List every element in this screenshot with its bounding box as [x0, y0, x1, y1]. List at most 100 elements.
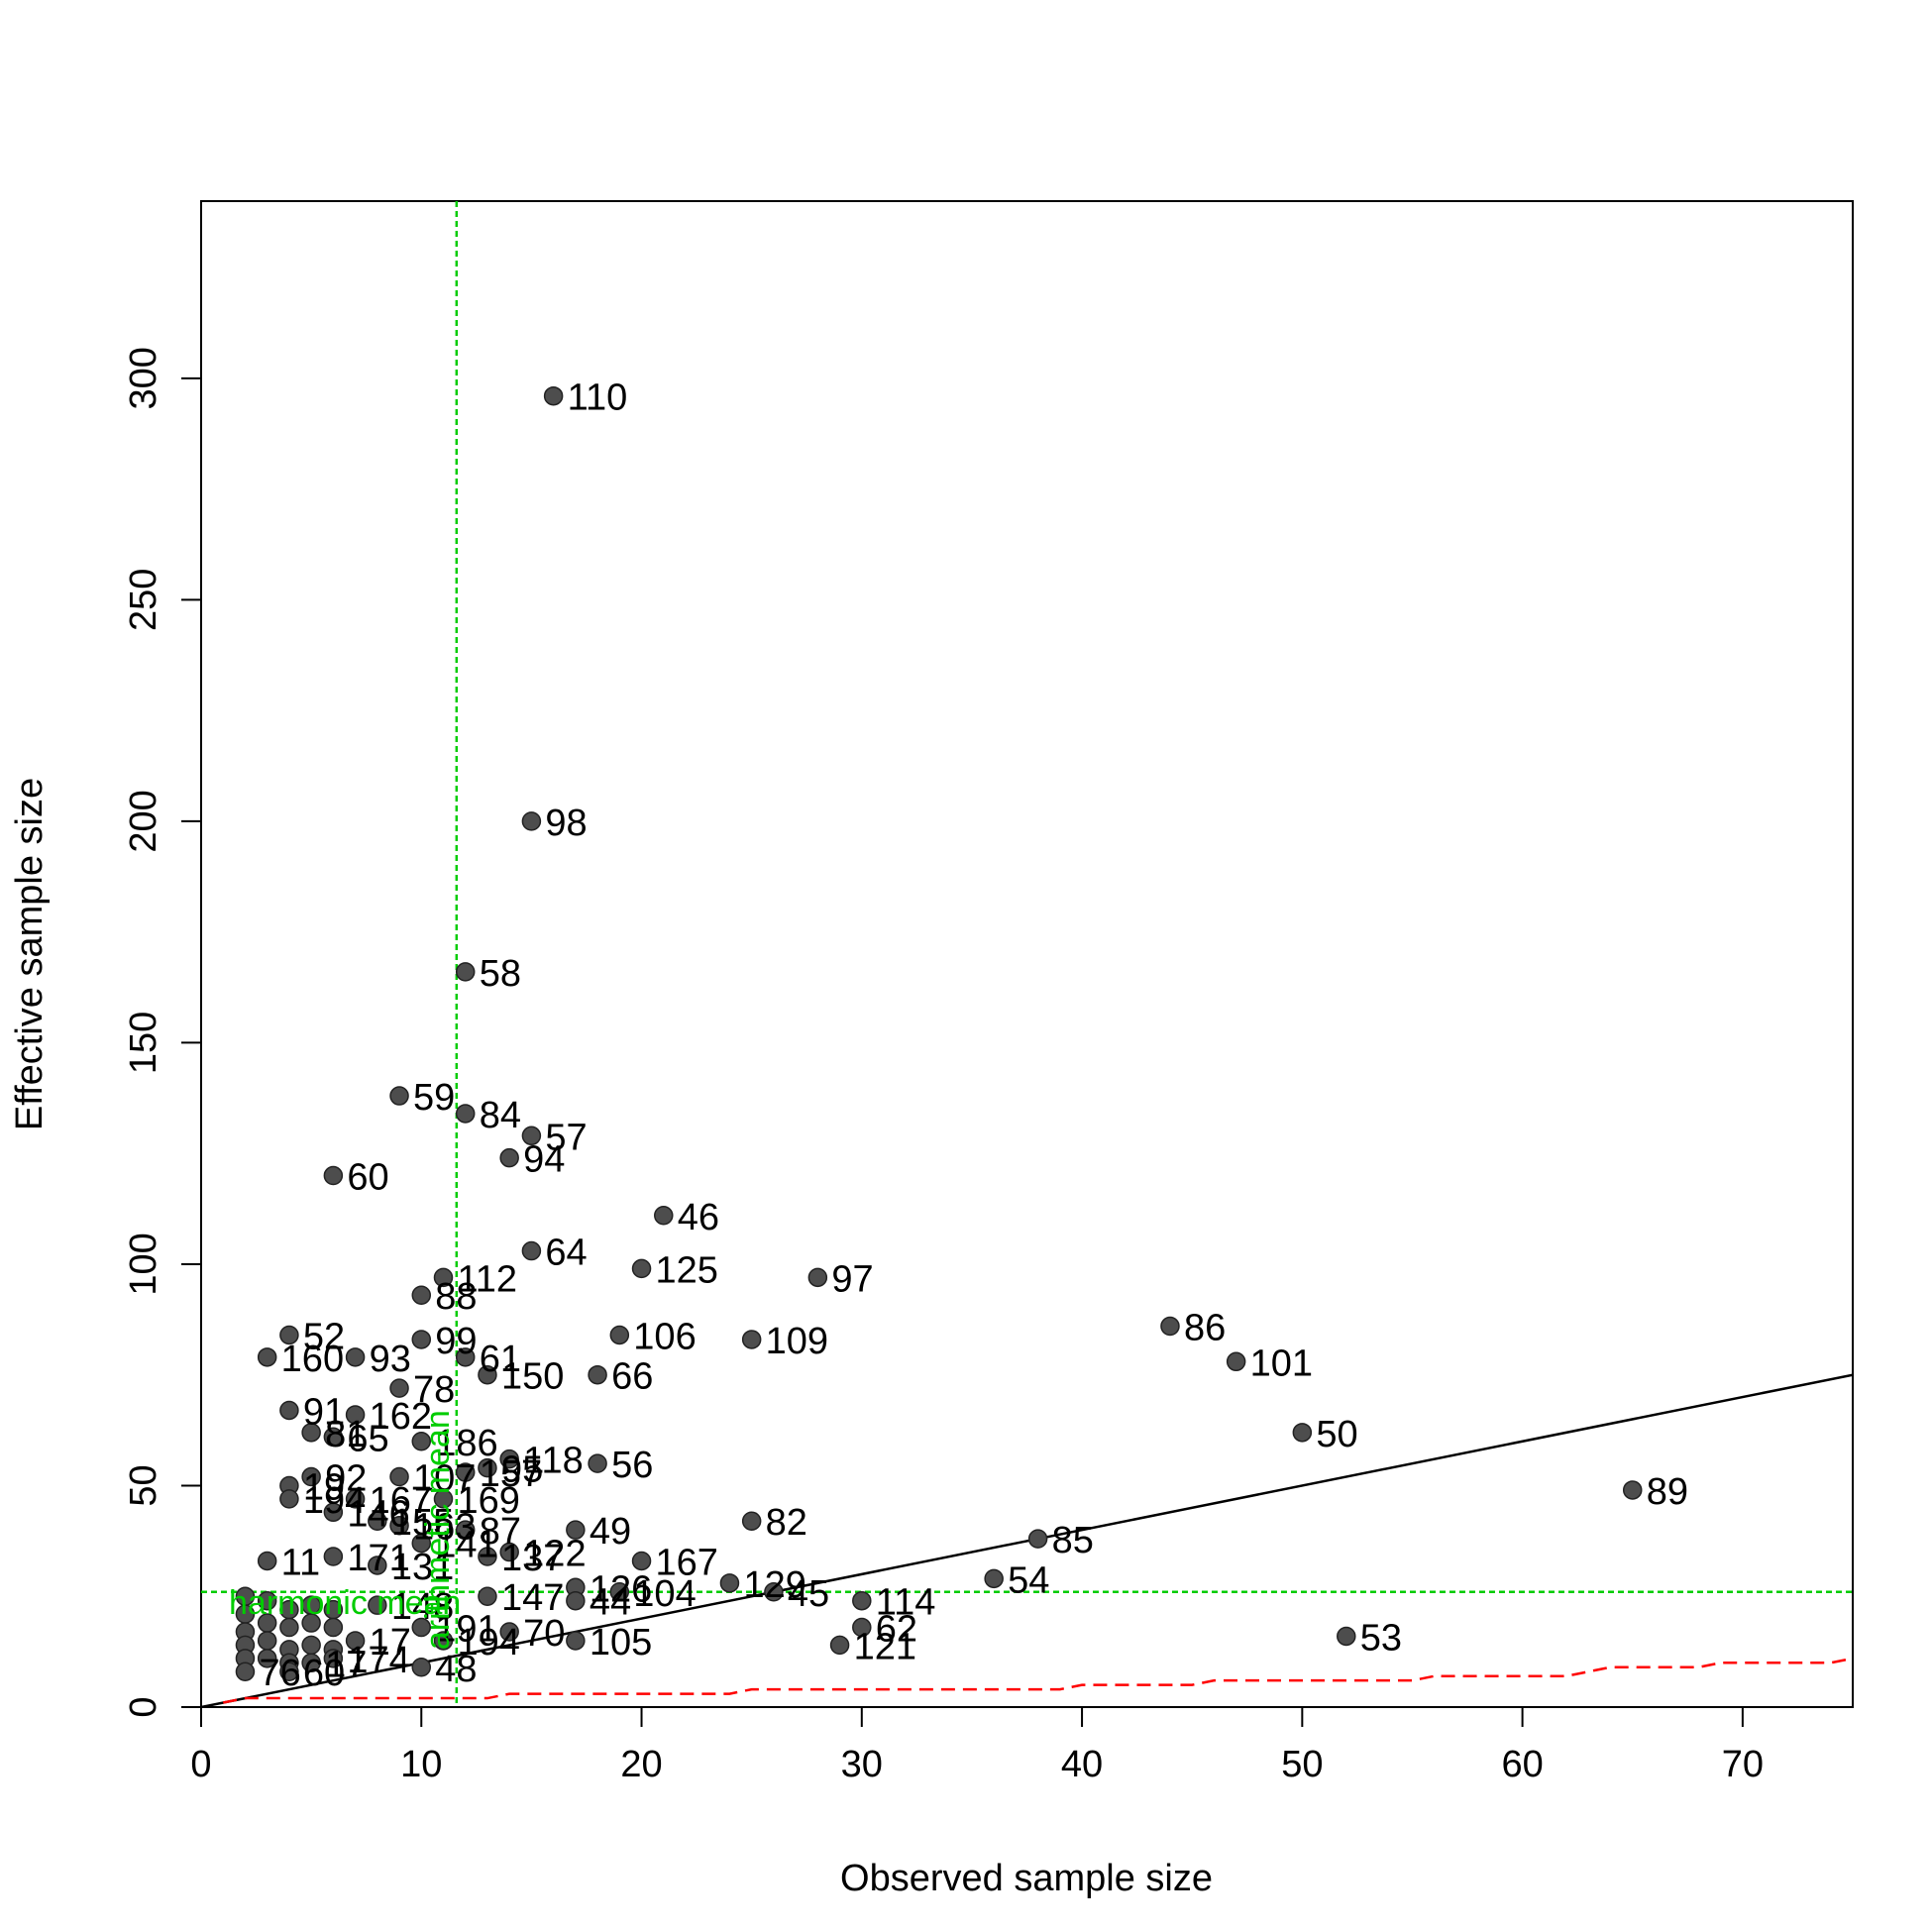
y-tick-label: 250	[123, 569, 164, 631]
data-point	[279, 1617, 299, 1638]
point-label: 19	[303, 1466, 345, 1508]
data-point	[235, 1662, 256, 1681]
data-point	[1292, 1423, 1313, 1443]
point-label: 89	[1647, 1471, 1688, 1513]
point-label: 122	[523, 1534, 586, 1575]
data-point	[455, 962, 476, 982]
data-point	[433, 1267, 454, 1288]
data-point	[323, 1649, 344, 1668]
data-point	[411, 1432, 432, 1451]
data-point	[257, 1631, 277, 1651]
data-point	[345, 1631, 366, 1651]
point-label: 76	[259, 1653, 300, 1694]
data-point	[609, 1582, 630, 1602]
data-point	[566, 1520, 586, 1540]
point-label: 81	[325, 1414, 367, 1455]
point-label: 91	[303, 1391, 345, 1433]
point-label: 167	[370, 1480, 432, 1522]
data-point	[368, 1511, 387, 1531]
point-label: 114	[876, 1582, 936, 1624]
data-points	[235, 385, 1643, 1681]
data-point	[389, 1515, 409, 1536]
point-label: 52	[303, 1316, 345, 1357]
point-label: 17	[370, 1622, 411, 1664]
data-point	[301, 1466, 321, 1487]
data-point	[455, 1104, 476, 1124]
point-label: 148	[391, 1586, 454, 1628]
data-point	[521, 1240, 542, 1261]
data-point	[499, 1542, 519, 1562]
point-label: 60	[303, 1653, 345, 1694]
data-point	[1160, 1316, 1180, 1337]
point-label: 65	[347, 1418, 388, 1459]
point-label: 61	[480, 1339, 521, 1380]
x-axis: 0 10 20 30 40 50 60 70	[190, 1706, 1764, 1785]
point-label: 147	[501, 1577, 564, 1619]
data-point	[499, 1147, 519, 1168]
reference-lines	[201, 201, 1853, 1707]
point-label: 167	[656, 1542, 718, 1583]
data-point	[829, 1635, 850, 1656]
data-point	[631, 1258, 652, 1279]
data-point	[566, 1590, 586, 1611]
data-point	[389, 1466, 409, 1487]
point-label: 155	[391, 1502, 454, 1544]
point-label: 48	[435, 1649, 477, 1690]
identity-line	[201, 1373, 1853, 1707]
data-point	[543, 385, 564, 406]
data-point	[301, 1635, 321, 1656]
data-point	[1027, 1529, 1048, 1549]
x-tick-label: 0	[190, 1744, 211, 1785]
data-point	[433, 1631, 454, 1651]
point-label: 110	[568, 377, 628, 419]
point-label: 101	[1250, 1342, 1313, 1384]
data-point	[984, 1568, 1004, 1589]
data-point	[345, 1489, 366, 1509]
point-label: 60	[347, 1157, 388, 1199]
point-label: 11	[281, 1542, 320, 1583]
data-point	[301, 1613, 321, 1633]
point-label: 105	[590, 1622, 652, 1664]
point-label: 174	[347, 1640, 409, 1681]
data-point	[323, 1427, 344, 1448]
point-label: 125	[656, 1249, 718, 1291]
data-point	[1337, 1626, 1356, 1647]
data-point	[389, 1086, 409, 1106]
point-label: 86	[1184, 1308, 1226, 1349]
point-label: 129	[743, 1564, 805, 1606]
data-point	[345, 1405, 366, 1425]
data-point	[279, 1400, 299, 1421]
y-axis: 0 50 100 150 200 250 300	[123, 347, 202, 1718]
lower-bound-line	[222, 1657, 1853, 1704]
data-point	[741, 1511, 762, 1531]
data-point	[1622, 1480, 1643, 1500]
point-label: 97	[831, 1258, 873, 1300]
data-point	[323, 1547, 344, 1566]
point-label: 54	[1008, 1559, 1049, 1601]
data-point	[654, 1206, 674, 1226]
point-label: 99	[435, 1321, 477, 1362]
point-label: 126	[590, 1568, 652, 1610]
point-label: 98	[545, 803, 587, 844]
data-point	[389, 1378, 409, 1398]
point-label: 194	[303, 1480, 366, 1522]
point-label: 169	[457, 1480, 519, 1522]
data-point	[411, 1330, 432, 1349]
data-point	[411, 1285, 432, 1305]
point-label: 66	[611, 1356, 653, 1398]
data-point	[631, 1551, 652, 1571]
data-point	[1226, 1351, 1246, 1372]
data-point	[719, 1573, 740, 1593]
point-label: 171	[347, 1538, 409, 1579]
data-point	[411, 1533, 432, 1554]
data-point	[257, 1649, 277, 1668]
data-point	[323, 1165, 344, 1186]
point-label: 106	[633, 1316, 696, 1357]
point-label: 70	[523, 1613, 565, 1655]
point-label: 146	[347, 1493, 409, 1535]
data-point	[588, 1453, 607, 1473]
data-point	[741, 1330, 762, 1349]
data-point	[566, 1631, 586, 1651]
data-point	[411, 1617, 432, 1638]
